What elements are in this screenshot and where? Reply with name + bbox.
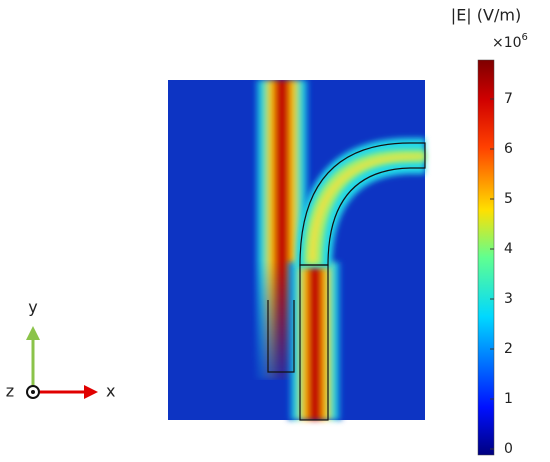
tick-label: 1 <box>504 391 513 407</box>
y-axis-label: y <box>28 298 37 317</box>
colorbar-multiplier: ×106 <box>492 32 528 51</box>
colorbar-label: |E| (V/m) <box>451 6 521 25</box>
tick-label: 7 <box>504 91 513 107</box>
tick-label: 2 <box>504 341 513 357</box>
colorbar <box>477 59 495 456</box>
axes-triad: y x z <box>6 298 116 401</box>
colorbar-ticks: 0 1 2 3 4 5 6 7 <box>490 91 513 457</box>
tick-label: 0 <box>504 441 513 457</box>
tick-label: 3 <box>504 291 513 307</box>
tick-label: 4 <box>504 241 513 257</box>
tick-label: 6 <box>504 141 513 157</box>
z-axis-label: z <box>6 382 14 401</box>
x-axis-label: x <box>106 382 115 401</box>
field-plot <box>168 80 426 421</box>
multiplier: ×10 <box>492 35 522 51</box>
tick-label: 5 <box>504 191 513 207</box>
exponent: 6 <box>522 32 528 43</box>
